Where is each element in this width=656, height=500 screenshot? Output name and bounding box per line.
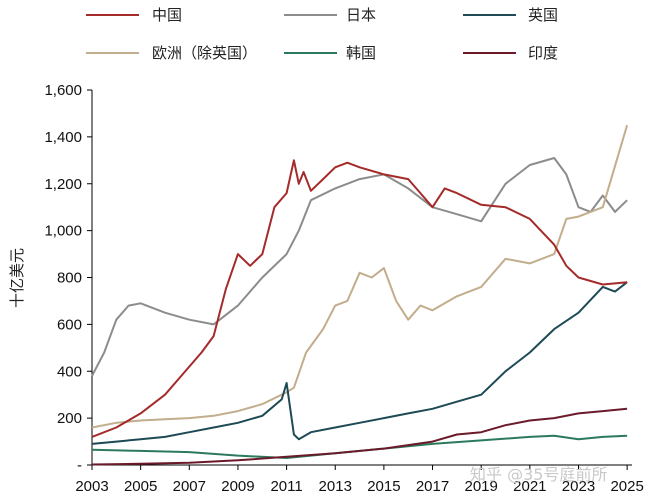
series-line-2 [91,281,628,445]
legend-label: 韩国 [346,44,376,62]
x-tick-label: 2013 [319,478,352,495]
y-tick-label: 800 [57,270,82,287]
y-tick-label: 1,200 [44,176,82,193]
series-line-4 [91,434,628,459]
series-layer [91,124,629,466]
legend-label: 欧洲（除英国） [152,44,257,62]
y-tick-label: 1,400 [44,129,82,146]
y-tick-label: - [77,457,82,474]
x-ticks: 2003 2005 2007 2009 2011 2013 2015 2017 2019 2021… [75,465,644,495]
legend-label: 中国 [152,6,182,24]
y-tick-label: 600 [57,316,82,333]
y-tick-label: 200 [57,410,82,427]
x-tick-label: 2009 [221,478,254,495]
x-tick-label: 2019 [465,478,498,495]
series-line-0 [91,159,628,438]
x-tick-label: 2023 [562,478,595,495]
y-tick-label: 400 [57,363,82,380]
x-tick-label: 2015 [367,478,400,495]
y-axis-label: 十亿美元 [8,248,26,308]
x-tick-label: 2021 [513,478,546,495]
series-line-1 [91,157,628,377]
x-tick-label: 2007 [173,478,206,495]
legend-label: 印度 [528,44,558,62]
y-tick-label: 1,000 [44,223,82,240]
series-line-5 [91,407,628,466]
x-tick-label: 2017 [416,478,449,495]
x-tick-label: 2005 [124,478,157,495]
legend-label: 日本 [346,6,376,24]
series-line-3 [91,124,629,429]
watermark: 知乎 @35号庭前所 [470,465,607,484]
y-tick-label: 1,600 [44,82,82,99]
legend-label: 英国 [528,6,558,24]
x-tick-label: 2003 [75,478,108,495]
x-tick-label: 2011 [270,478,302,495]
x-tick-label: 2025 [610,478,643,495]
y-ticks: - 200 400 600 800 1,000 1,200 1,400 1,600 [44,82,92,474]
